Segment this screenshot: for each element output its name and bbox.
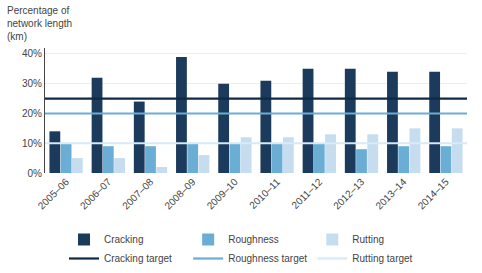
- svg-text:2007–08: 2007–08: [120, 176, 156, 212]
- svg-text:2013–14: 2013–14: [373, 176, 409, 212]
- svg-text:2008–09: 2008–09: [162, 176, 198, 212]
- svg-text:Percentage ofnetwork length(km: Percentage ofnetwork length(km): [7, 5, 72, 42]
- svg-text:2014–15: 2014–15: [416, 176, 452, 212]
- svg-text:2010–11: 2010–11: [247, 176, 282, 211]
- svg-text:20%: 20%: [22, 108, 42, 119]
- svg-text:30%: 30%: [22, 78, 42, 89]
- svg-text:2011–12: 2011–12: [289, 176, 324, 211]
- svg-text:2006–07: 2006–07: [78, 176, 114, 212]
- svg-text:Cracking target: Cracking target: [104, 253, 172, 264]
- svg-text:Rutting target: Rutting target: [352, 253, 412, 264]
- svg-text:2005–06: 2005–06: [36, 176, 72, 212]
- svg-text:Rutting: Rutting: [352, 234, 384, 245]
- svg-text:0%: 0%: [28, 168, 43, 179]
- svg-text:2009–10: 2009–10: [205, 176, 241, 212]
- svg-text:2012–13: 2012–13: [331, 176, 367, 212]
- svg-text:Roughness target: Roughness target: [228, 253, 307, 264]
- svg-text:Cracking: Cracking: [104, 234, 143, 245]
- svg-text:10%: 10%: [22, 138, 42, 149]
- svg-text:Roughness: Roughness: [228, 234, 279, 245]
- svg-text:40%: 40%: [22, 48, 42, 59]
